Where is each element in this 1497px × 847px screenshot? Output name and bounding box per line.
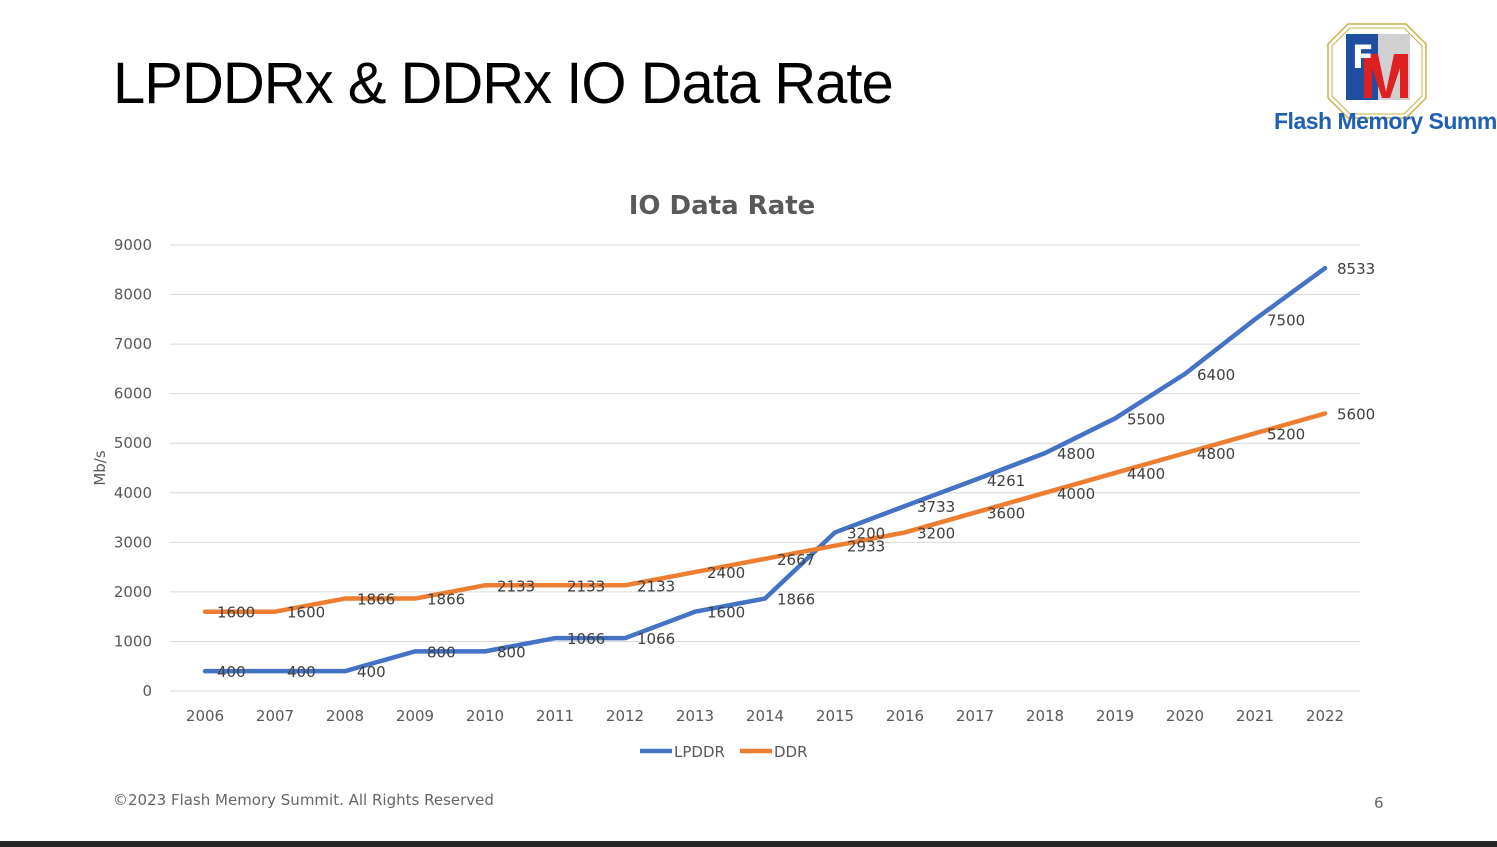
data-label-lpddr: 4261 (987, 472, 1025, 490)
x-tick-label: 2014 (746, 707, 784, 725)
footer-copyright: ©2023 Flash Memory Summit. All Rights Re… (113, 791, 494, 809)
x-tick-label: 2007 (256, 707, 294, 725)
y-tick-label: 5000 (114, 434, 152, 452)
x-tick-label: 2019 (1096, 707, 1134, 725)
data-label-ddr: 4800 (1197, 445, 1235, 463)
data-label-ddr: 3200 (917, 524, 955, 542)
x-tick-label: 2006 (186, 707, 224, 725)
legend-label: LPDDR (674, 743, 725, 761)
legend-item-ddr[interactable]: DDR (740, 743, 808, 761)
data-label-ddr: 2400 (707, 564, 745, 582)
y-tick-label: 4000 (114, 484, 152, 502)
data-label-lpddr: 3733 (917, 498, 955, 516)
bottom-bar (0, 841, 1497, 847)
data-label-ddr: 4400 (1127, 465, 1165, 483)
data-label-ddr: 2933 (847, 538, 885, 556)
data-label-lpddr: 4800 (1057, 445, 1095, 463)
data-label-lpddr: 1866 (777, 591, 815, 609)
data-label-ddr: 2133 (497, 577, 535, 595)
data-label-ddr: 3600 (987, 505, 1025, 523)
data-labels: 400 400 400 800 800 1066 1066 1600 1866 3200 3733 4… (217, 260, 1375, 681)
y-tick-label: 9000 (114, 236, 152, 254)
data-label-ddr: 2133 (637, 577, 675, 595)
data-label-lpddr: 1600 (707, 604, 745, 622)
data-label-lpddr: 400 (287, 663, 316, 681)
data-label-ddr: 1866 (357, 591, 395, 609)
series-line-ddr (202, 411, 1328, 614)
x-tick-label: 2021 (1236, 707, 1274, 725)
x-tick-label: 2011 (536, 707, 574, 725)
x-tick-label: 2017 (956, 707, 994, 725)
x-tick-label: 2008 (326, 707, 364, 725)
grid-lines (170, 244, 1360, 692)
slide-title: LPDDRx & DDRx IO Data Rate (113, 51, 894, 116)
y-tick-label: 8000 (114, 286, 152, 304)
y-axis-label: Mb/s (91, 450, 109, 486)
y-tick-label: 0 (142, 682, 152, 700)
data-label-ddr: 2667 (777, 551, 815, 569)
data-label-lpddr: 400 (217, 663, 246, 681)
data-label-lpddr: 6400 (1197, 366, 1235, 384)
x-axis-ticks: 2006 2007 2008 2009 2010 2011 2012 2013 2014 2015… (186, 707, 1344, 725)
data-label-lpddr: 5500 (1127, 410, 1165, 428)
y-axis-ticks: 0 1000 2000 3000 4000 5000 6000 7000 8000 9000 (114, 236, 152, 700)
legend-item-lpddr[interactable]: LPDDR (640, 743, 725, 761)
series-lines (202, 265, 1328, 674)
x-tick-label: 2015 (816, 707, 854, 725)
data-label-lpddr: 800 (497, 643, 526, 661)
y-tick-label: 6000 (114, 385, 152, 403)
data-label-ddr: 5600 (1337, 405, 1375, 423)
flash-memory-summit-logo: F (1327, 23, 1427, 119)
y-tick-label: 3000 (114, 533, 152, 551)
data-label-lpddr: 400 (357, 663, 386, 681)
legend-label: DDR (774, 743, 808, 761)
x-tick-label: 2022 (1306, 707, 1344, 725)
x-tick-label: 2010 (466, 707, 504, 725)
data-label-lpddr: 800 (427, 643, 456, 661)
chart-title: IO Data Rate (629, 191, 816, 221)
data-label-lpddr: 3200 (847, 524, 885, 542)
series-line-lpddr (202, 265, 1328, 674)
data-label-ddr: 2133 (567, 577, 605, 595)
data-label-lpddr: 8533 (1337, 260, 1375, 278)
data-label-ddr: 1600 (287, 604, 325, 622)
logo-text: Flash Memory Summit (1274, 108, 1497, 134)
io-data-rate-chart: IO Data Rate 0 1000 2000 3000 4000 5000 6000 70… (91, 191, 1375, 761)
data-label-lpddr: 7500 (1267, 311, 1305, 329)
data-label-ddr: 1600 (217, 604, 255, 622)
data-label-lpddr: 1066 (567, 630, 605, 648)
x-tick-label: 2020 (1166, 707, 1204, 725)
data-label-ddr: 4000 (1057, 485, 1095, 503)
x-tick-label: 2012 (606, 707, 644, 725)
data-label-ddr: 5200 (1267, 425, 1305, 443)
x-tick-label: 2013 (676, 707, 714, 725)
legend[interactable]: LPDDR DDR (640, 743, 808, 761)
x-tick-label: 2009 (396, 707, 434, 725)
y-tick-label: 7000 (114, 335, 152, 353)
page-number: 6 (1374, 794, 1384, 812)
y-tick-label: 2000 (114, 583, 152, 601)
y-tick-label: 1000 (114, 632, 152, 650)
svg-text:F: F (1352, 38, 1374, 76)
data-label-ddr: 1866 (427, 591, 465, 609)
data-label-lpddr: 1066 (637, 630, 675, 648)
x-tick-label: 2016 (886, 707, 924, 725)
x-tick-label: 2018 (1026, 707, 1064, 725)
